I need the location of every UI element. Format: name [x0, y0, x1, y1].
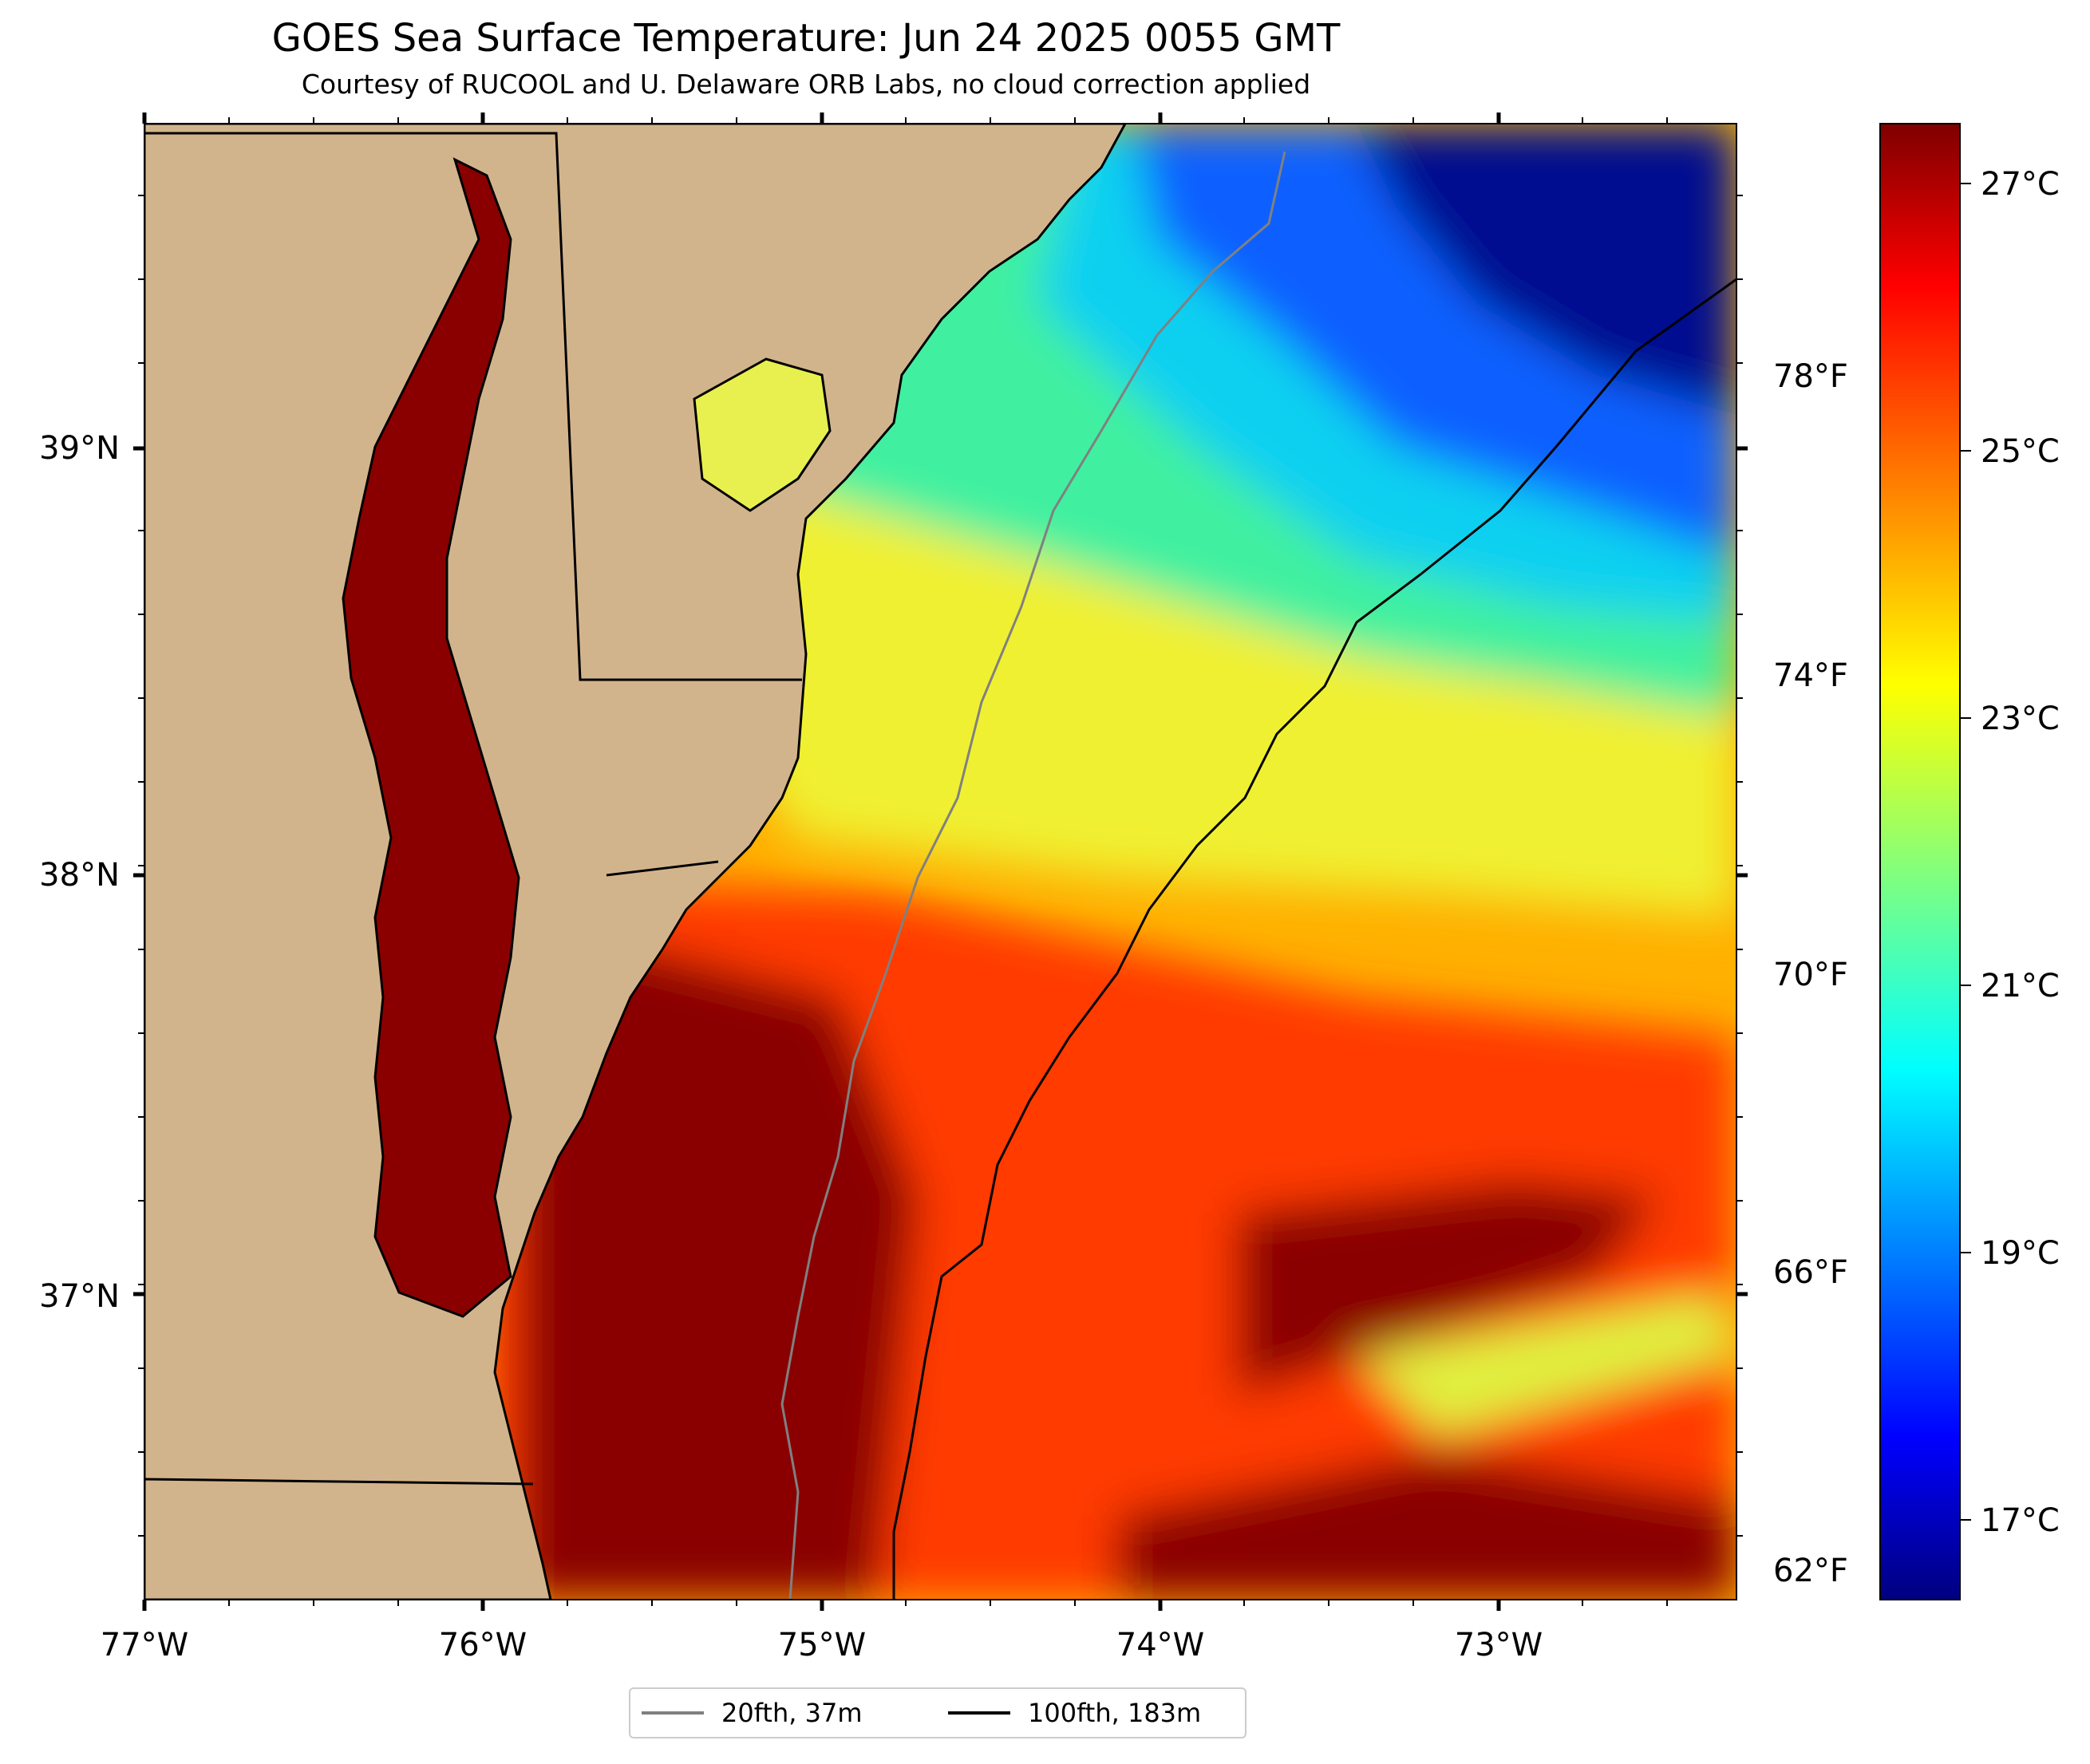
lon-label-77w: 77°W	[101, 1627, 188, 1663]
map-frame	[144, 123, 1737, 1600]
legend-label-100fth: 100fth, 183m	[1028, 1698, 1202, 1728]
lon-label-75w: 75°W	[778, 1627, 866, 1663]
f-label-74: 74°F	[1773, 657, 1848, 694]
c-label-23: 23°C	[1981, 700, 2060, 737]
map-ticks	[133, 112, 1748, 1611]
map-subtitle: Courtesy of RUCOOL and U. Delaware ORB L…	[301, 69, 1311, 100]
lat-label-38n: 38°N	[39, 857, 120, 894]
isobaths	[780, 151, 1736, 1600]
colorbar	[1879, 123, 1961, 1600]
map-title: GOES Sea Surface Temperature: Jun 24 202…	[271, 16, 1341, 61]
c-label-25: 25°C	[1981, 433, 2060, 470]
isobath-100fth	[892, 278, 1736, 1600]
legend-item-100fth: 100fth, 183m	[948, 1689, 1201, 1737]
f-label-78: 78°F	[1773, 358, 1848, 395]
legend-label-20fth: 20fth, 37m	[721, 1698, 863, 1728]
f-label-70: 70°F	[1773, 957, 1848, 993]
colorbar-ticks	[1960, 183, 1971, 1521]
lon-label-73w: 73°W	[1455, 1627, 1543, 1663]
lon-label-76w: 76°W	[439, 1627, 527, 1663]
c-label-19: 19°C	[1981, 1235, 2060, 1272]
lon-label-74w: 74°W	[1116, 1627, 1204, 1663]
isobath-20fth	[780, 151, 1286, 1600]
lat-label-37n: 37°N	[39, 1278, 120, 1315]
legend-item-20fth: 20fth, 37m	[642, 1689, 862, 1737]
f-label-62: 62°F	[1773, 1553, 1848, 1589]
c-label-27: 27°C	[1981, 166, 2060, 203]
land	[144, 124, 1127, 1600]
legend-swatch-20fth	[642, 1711, 704, 1715]
legend-swatch-100fth	[948, 1711, 1010, 1715]
f-label-66: 66°F	[1773, 1254, 1848, 1291]
legend: 20fth, 37m 100fth, 183m	[629, 1687, 1246, 1738]
c-label-17: 17°C	[1981, 1502, 2060, 1539]
c-label-21: 21°C	[1981, 968, 2060, 1004]
lat-label-39n: 39°N	[39, 430, 120, 467]
